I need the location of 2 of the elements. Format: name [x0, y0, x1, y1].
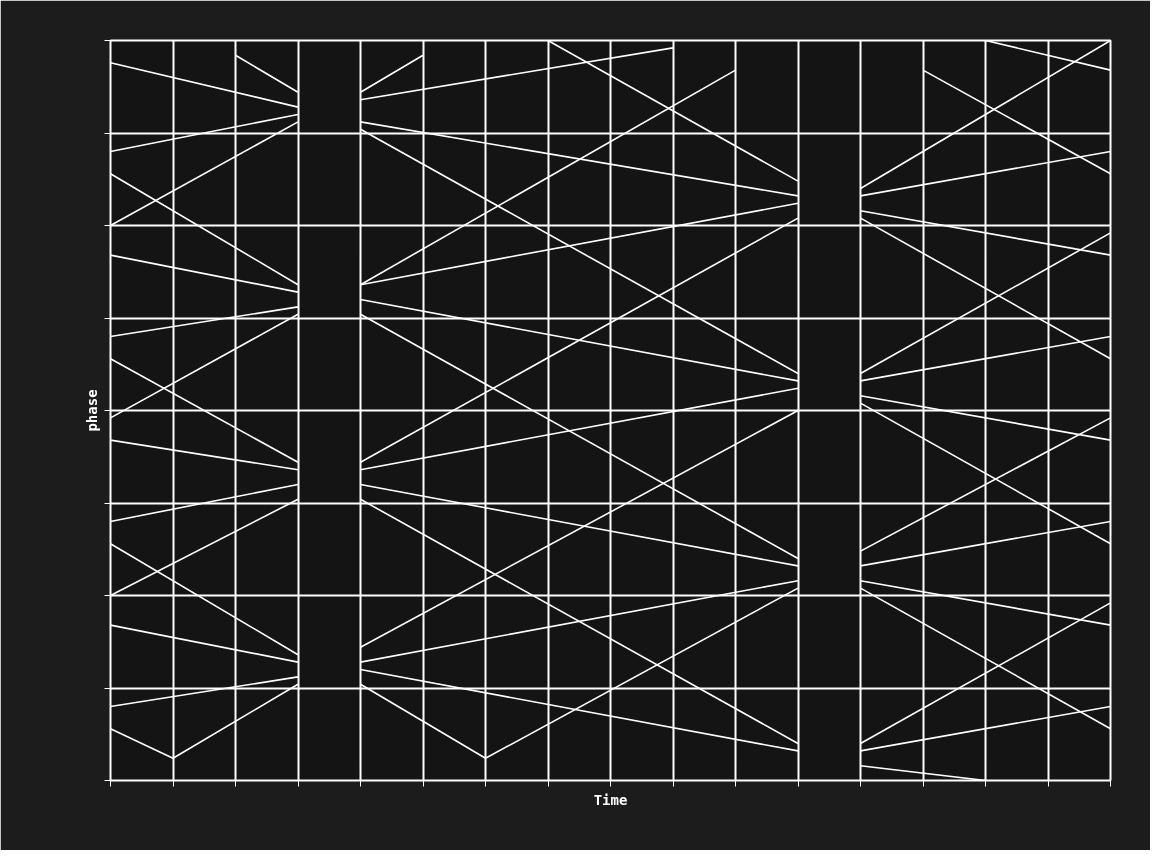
y-axis-title: phase — [83, 389, 100, 432]
x-axis-title: Time — [593, 791, 628, 808]
